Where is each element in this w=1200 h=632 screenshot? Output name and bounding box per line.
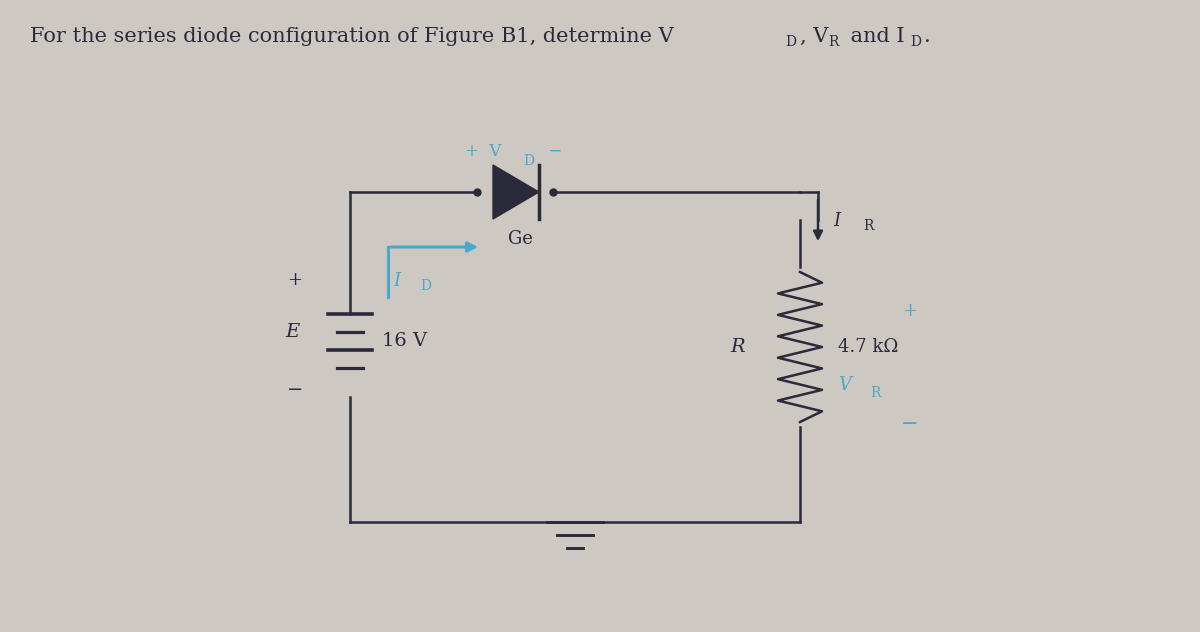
Text: +: +	[288, 271, 302, 289]
Text: I: I	[833, 212, 840, 229]
Text: R: R	[870, 386, 881, 400]
Text: I: I	[394, 272, 400, 290]
Text: For the series diode configuration of Figure B1, determine V: For the series diode configuration of Fi…	[30, 27, 673, 46]
Polygon shape	[493, 165, 539, 219]
Text: V: V	[838, 376, 851, 394]
Text: +: +	[902, 302, 918, 320]
Text: E: E	[286, 323, 300, 341]
Text: −: −	[287, 381, 304, 399]
Text: 4.7 kΩ: 4.7 kΩ	[838, 338, 899, 356]
Text: 16 V: 16 V	[382, 332, 427, 350]
Text: D: D	[910, 35, 922, 49]
Text: −: −	[538, 143, 563, 160]
Text: and I: and I	[844, 27, 905, 46]
Text: Ge: Ge	[508, 230, 533, 248]
Text: , V: , V	[800, 27, 828, 46]
Text: R: R	[863, 219, 874, 233]
Text: .: .	[924, 27, 931, 46]
Text: D: D	[785, 35, 796, 49]
Text: R: R	[828, 35, 839, 49]
Text: −: −	[901, 415, 919, 435]
Text: R: R	[731, 338, 745, 356]
Text: +  V: + V	[466, 143, 502, 160]
Text: D: D	[523, 154, 534, 168]
Text: D: D	[420, 279, 431, 293]
